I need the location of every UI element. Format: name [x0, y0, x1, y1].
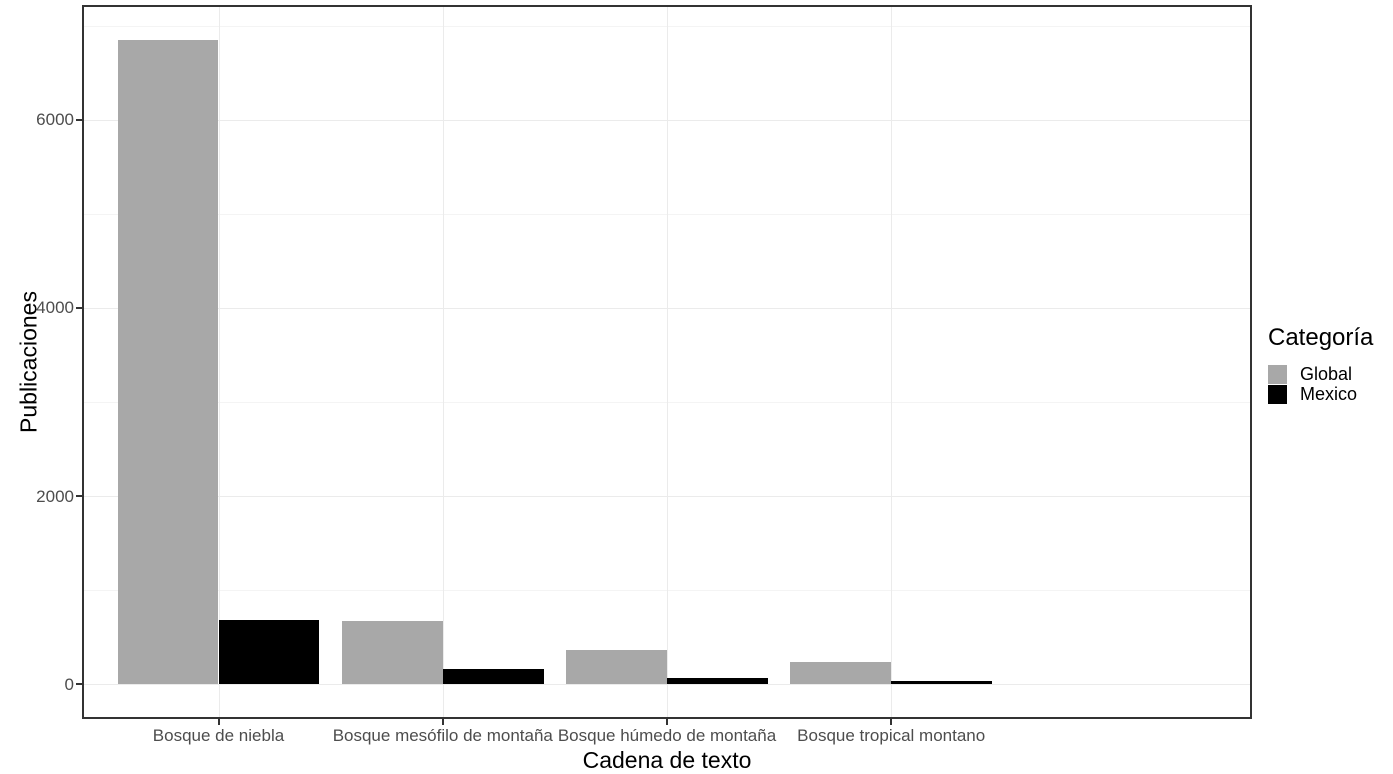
x-tick-mark: [217, 719, 220, 725]
y-tick-label: 6000: [36, 110, 74, 130]
x-axis-title: Cadena de texto: [582, 747, 752, 773]
bar-global-1: [117, 39, 219, 685]
legend: Categoría Global Mexico: [1268, 324, 1373, 405]
x-tick-mark: [890, 719, 893, 725]
x-tick-mark: [441, 719, 444, 725]
y-tick-label: 4000: [36, 298, 74, 318]
gridline-vertical: [891, 7, 893, 717]
x-tick-label: Bosque mesófilo de montaña: [332, 726, 553, 745]
gridline-vertical: [218, 7, 220, 717]
gridline-vertical: [667, 7, 668, 717]
bar-mexico-2: [442, 669, 544, 684]
bar-mexico-1: [218, 620, 320, 684]
bar-mexico-3: [667, 678, 768, 685]
bar-mexico-4: [891, 680, 993, 685]
y-tick-label: 0: [64, 674, 74, 694]
x-tick-mark: [666, 719, 668, 725]
x-tick-label: Bosque húmedo de montaña: [557, 726, 777, 745]
x-tick-label: Bosque tropical montano: [797, 726, 986, 745]
y-tick-mark: [76, 495, 82, 497]
legend-swatch-mexico-icon: [1268, 385, 1287, 404]
y-tick-mark: [76, 683, 82, 686]
y-tick-mark: [76, 306, 82, 309]
legend-label-global: Global: [1300, 364, 1353, 384]
plot-area: [84, 7, 1250, 717]
legend-swatch-global-icon: [1268, 365, 1287, 384]
plot-panel: [82, 5, 1252, 719]
x-tick-label: Bosque de niebla: [152, 726, 285, 745]
bar-global-3: [566, 650, 667, 685]
bar-global-4: [790, 661, 892, 685]
y-tick-label: 2000: [36, 486, 74, 506]
legend-title: Categoría: [1268, 324, 1374, 351]
y-tick-mark: [76, 118, 82, 121]
legend-entry-mexico: Mexico: [1268, 385, 1373, 404]
bar-global-2: [341, 621, 443, 685]
gridline-vertical: [442, 7, 444, 717]
legend-label-mexico: Mexico: [1300, 384, 1358, 404]
legend-entry-global: Global: [1268, 365, 1373, 384]
